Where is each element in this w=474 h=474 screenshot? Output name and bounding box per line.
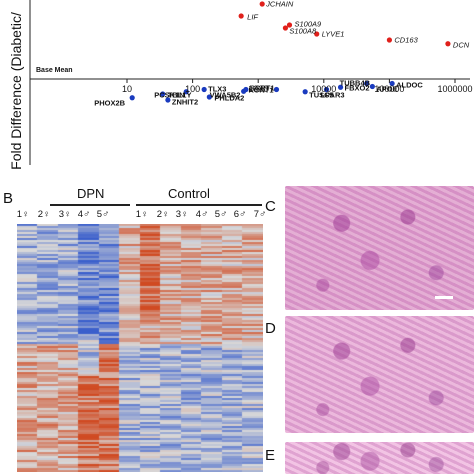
point-label: APOE — [376, 84, 398, 93]
sample-label: 1♀ — [16, 209, 30, 220]
data-point-s100a8 — [282, 25, 289, 31]
data-point-tusc5 — [302, 89, 308, 95]
point-label: PHLDA2 — [214, 93, 245, 103]
group-control-title: Control — [168, 186, 210, 201]
point-label: LIF — [247, 12, 258, 22]
data-point-lyve1 — [314, 31, 320, 37]
point-label: VWA5B2 — [209, 90, 241, 100]
point-label: PHOX2B — [94, 98, 126, 108]
data-point-pcsk1n — [183, 89, 189, 95]
histology-image-c — [285, 186, 474, 310]
data-point-lif — [238, 13, 244, 19]
data-point-phlda2 — [206, 94, 212, 100]
data-point-tubb4b — [364, 80, 370, 87]
point-label: TUBB4B — [339, 78, 371, 87]
data-point-dcn — [445, 41, 451, 47]
point-label: S100A9 — [294, 19, 322, 29]
histology-image-e — [285, 442, 474, 474]
sample-label: 5♂ — [96, 209, 110, 220]
panel-d-letter: D — [265, 320, 276, 337]
data-point-vwa5b2 — [241, 88, 247, 94]
point-label: ZNHIT2 — [171, 97, 199, 107]
data-point-znhit2 — [165, 97, 171, 103]
data-point-lpar3 — [323, 86, 330, 93]
sample-label: 4♂ — [77, 209, 91, 220]
panel-e-letter: E — [265, 447, 276, 464]
point-label: PCSK1N — [154, 90, 185, 100]
data-point-jchain — [259, 1, 265, 7]
sample-label: 6♂ — [233, 209, 247, 220]
group-dpn-title: DPN — [77, 186, 105, 201]
x-tick-label: 100 — [185, 84, 201, 94]
point-label: TUSC5 — [309, 90, 334, 100]
base-mean-label: Base Mean — [36, 67, 73, 74]
x-tick-label: 100000 — [374, 84, 405, 94]
point-label: ALDOC — [396, 80, 423, 89]
sample-label: 3♀ — [175, 209, 189, 220]
panel-b-letter: B — [3, 190, 14, 207]
data-point-phox2b — [129, 95, 135, 101]
sample-label: 4♂ — [195, 209, 209, 220]
x-tick-label: 1000 — [248, 84, 269, 94]
sample-label: 2♀ — [37, 209, 51, 220]
dpn-bracket — [50, 204, 130, 206]
histology-image-d — [285, 316, 474, 433]
data-point-fbxo2 — [337, 84, 344, 90]
data-point-kcnt1 — [273, 86, 280, 93]
x-tick-label: 10000 — [311, 84, 337, 94]
scatter-plot — [29, 0, 470, 165]
point-label: S100A8 — [289, 26, 317, 36]
x-tick-label: 1000000 — [437, 84, 473, 94]
point-label: DCN — [452, 40, 470, 50]
scale-bar — [435, 296, 453, 299]
data-point-apoe — [369, 83, 375, 90]
data-point-tlx3 — [201, 86, 207, 93]
x-tick-label: 10 — [121, 84, 133, 94]
sample-label: 2♀ — [156, 209, 170, 220]
data-point-s100a9 — [286, 22, 293, 28]
point-label: SCRT1 — [249, 83, 275, 92]
point-label: FBXO2 — [344, 83, 370, 93]
data-point-cd163 — [386, 37, 392, 43]
point-label: KCNT1 — [248, 85, 274, 94]
point-label: LYVE1 — [321, 29, 345, 39]
data-point-tbl1y — [160, 91, 166, 97]
sample-label: 1♀ — [135, 209, 149, 220]
sample-label: 7♂ — [253, 209, 267, 220]
control-bracket — [136, 204, 262, 206]
point-label: LPAR3 — [320, 90, 345, 99]
panel-c-letter: C — [265, 198, 276, 215]
point-label: TBL1Y — [167, 90, 192, 100]
sample-label: 3♀ — [58, 209, 72, 220]
point-label: CD163 — [394, 35, 418, 45]
data-point-aldoc — [389, 80, 395, 87]
expression-heatmap — [17, 224, 263, 472]
point-label: TLX3 — [208, 84, 227, 93]
point-label: JCHAIN — [266, 0, 294, 9]
sample-label: 5♂ — [214, 209, 228, 220]
